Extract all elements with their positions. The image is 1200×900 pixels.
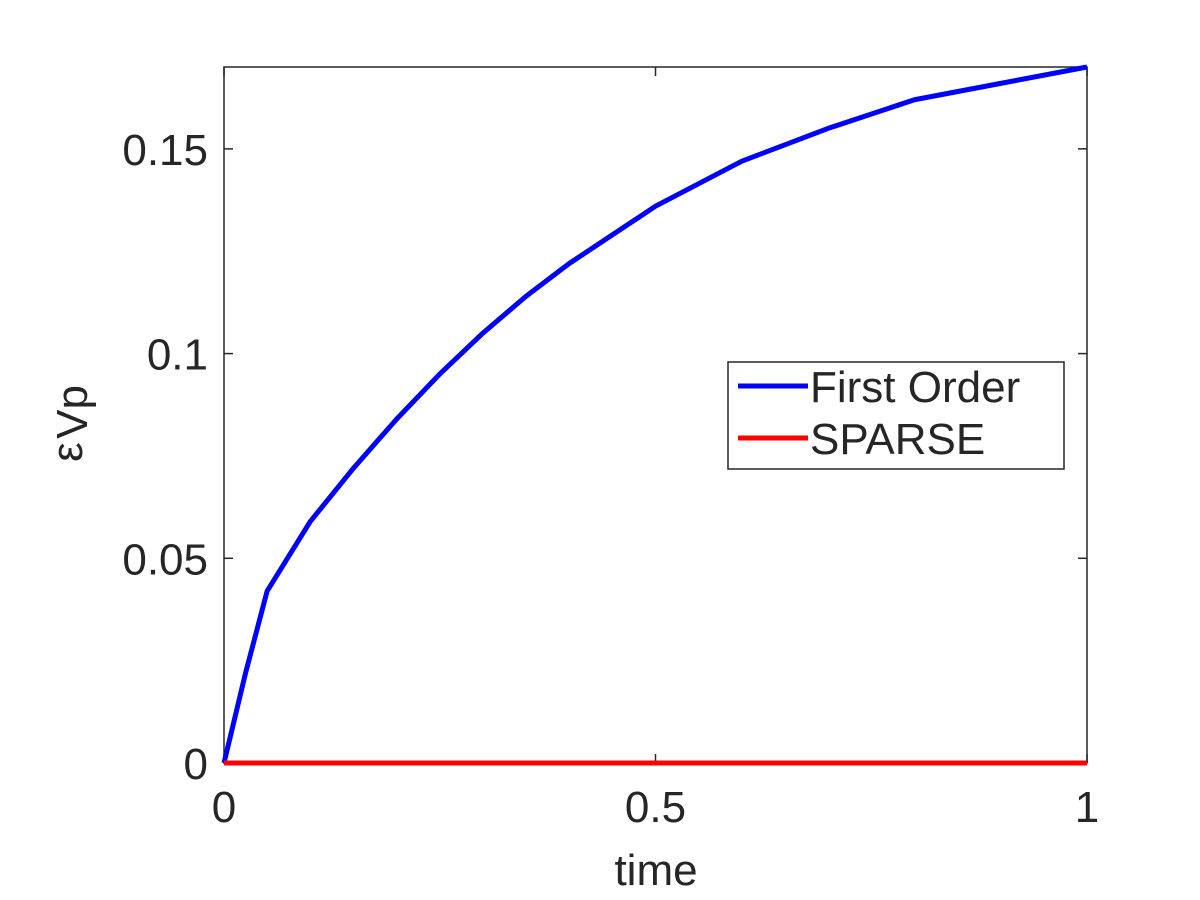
x-tick-label: 0 [212,783,236,832]
y-tick-label: 0.05 [122,535,208,584]
x-axis-label: time [614,846,697,895]
legend-box [727,361,1065,470]
legend-label: SPARSE [810,415,985,464]
legend-label: First Order [810,363,1020,412]
y-tick-label: 0.15 [122,126,208,175]
y-tick-label: 0 [184,740,208,789]
y-axis-label-subscript: Vp [48,385,97,439]
x-tick-label: 0.5 [625,783,686,832]
y-axis-label: ε [43,442,92,462]
y-axis-label-group: ε Vp [43,385,97,462]
data-line [221,64,1088,764]
x-tick-label: 1 [1075,783,1099,832]
y-tick-label: 0.1 [147,331,208,380]
